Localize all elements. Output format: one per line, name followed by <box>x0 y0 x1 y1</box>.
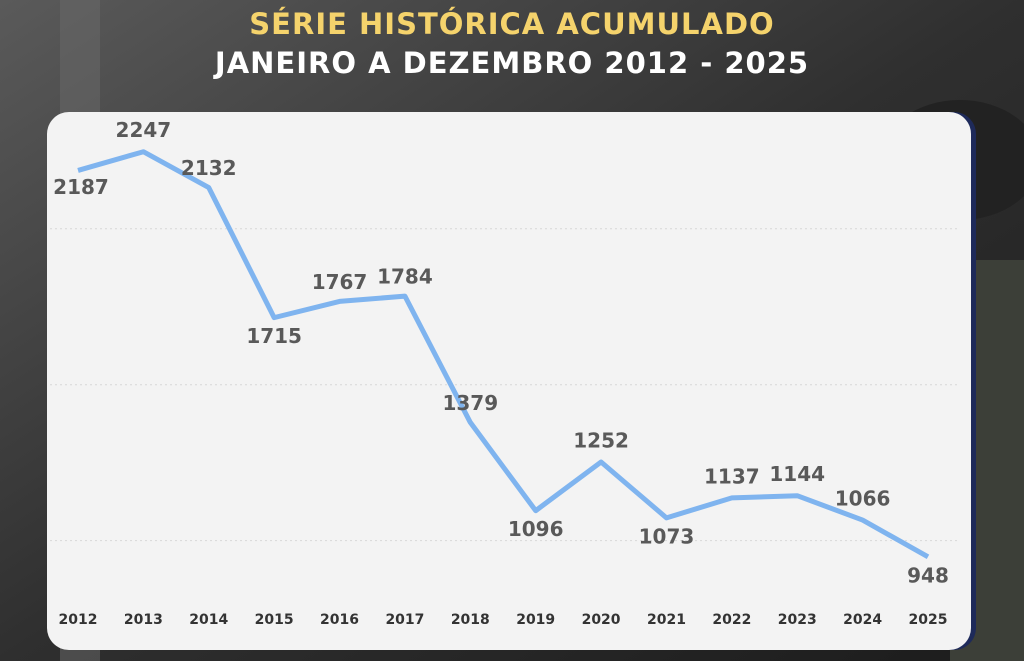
x-tick-label: 2016 <box>320 612 359 628</box>
value-label: 1715 <box>246 324 302 348</box>
x-tick-label: 2013 <box>124 612 163 628</box>
x-tick-label: 2020 <box>582 612 621 628</box>
chart-subtitle: JANEIRO A DEZEMBRO 2012 - 2025 <box>213 46 809 80</box>
x-tick-label: 2023 <box>778 612 817 628</box>
value-label: 1379 <box>442 391 498 415</box>
value-label: 948 <box>907 563 949 587</box>
x-tick-label: 2022 <box>712 612 751 628</box>
x-tick-label: 2021 <box>647 612 686 628</box>
x-tick-label: 2025 <box>909 612 948 628</box>
value-label: 2187 <box>53 175 109 199</box>
data-line <box>77 149 930 560</box>
x-tick-label: 2015 <box>255 612 294 628</box>
x-tick-label: 2012 <box>59 612 98 628</box>
chart-title: SÉRIE HISTÓRICA ACUMULADO <box>249 7 774 41</box>
x-tick-label: 2019 <box>516 612 555 628</box>
value-label: 1252 <box>573 429 629 453</box>
value-label: 1073 <box>639 524 695 548</box>
value-label: 1137 <box>704 464 760 488</box>
x-tick-label: 2014 <box>189 612 228 628</box>
x-tick-label: 2024 <box>843 612 882 628</box>
value-label: 1066 <box>835 487 891 511</box>
chart-card <box>47 112 971 650</box>
value-label: 2247 <box>116 118 172 142</box>
x-tick-label: 2017 <box>385 612 424 628</box>
value-label: 1144 <box>769 462 825 486</box>
value-label: 2132 <box>181 156 237 180</box>
value-label: 1767 <box>312 270 368 294</box>
value-label: 1784 <box>377 265 433 289</box>
value-label: 1096 <box>508 517 564 541</box>
x-tick-label: 2018 <box>451 612 490 628</box>
